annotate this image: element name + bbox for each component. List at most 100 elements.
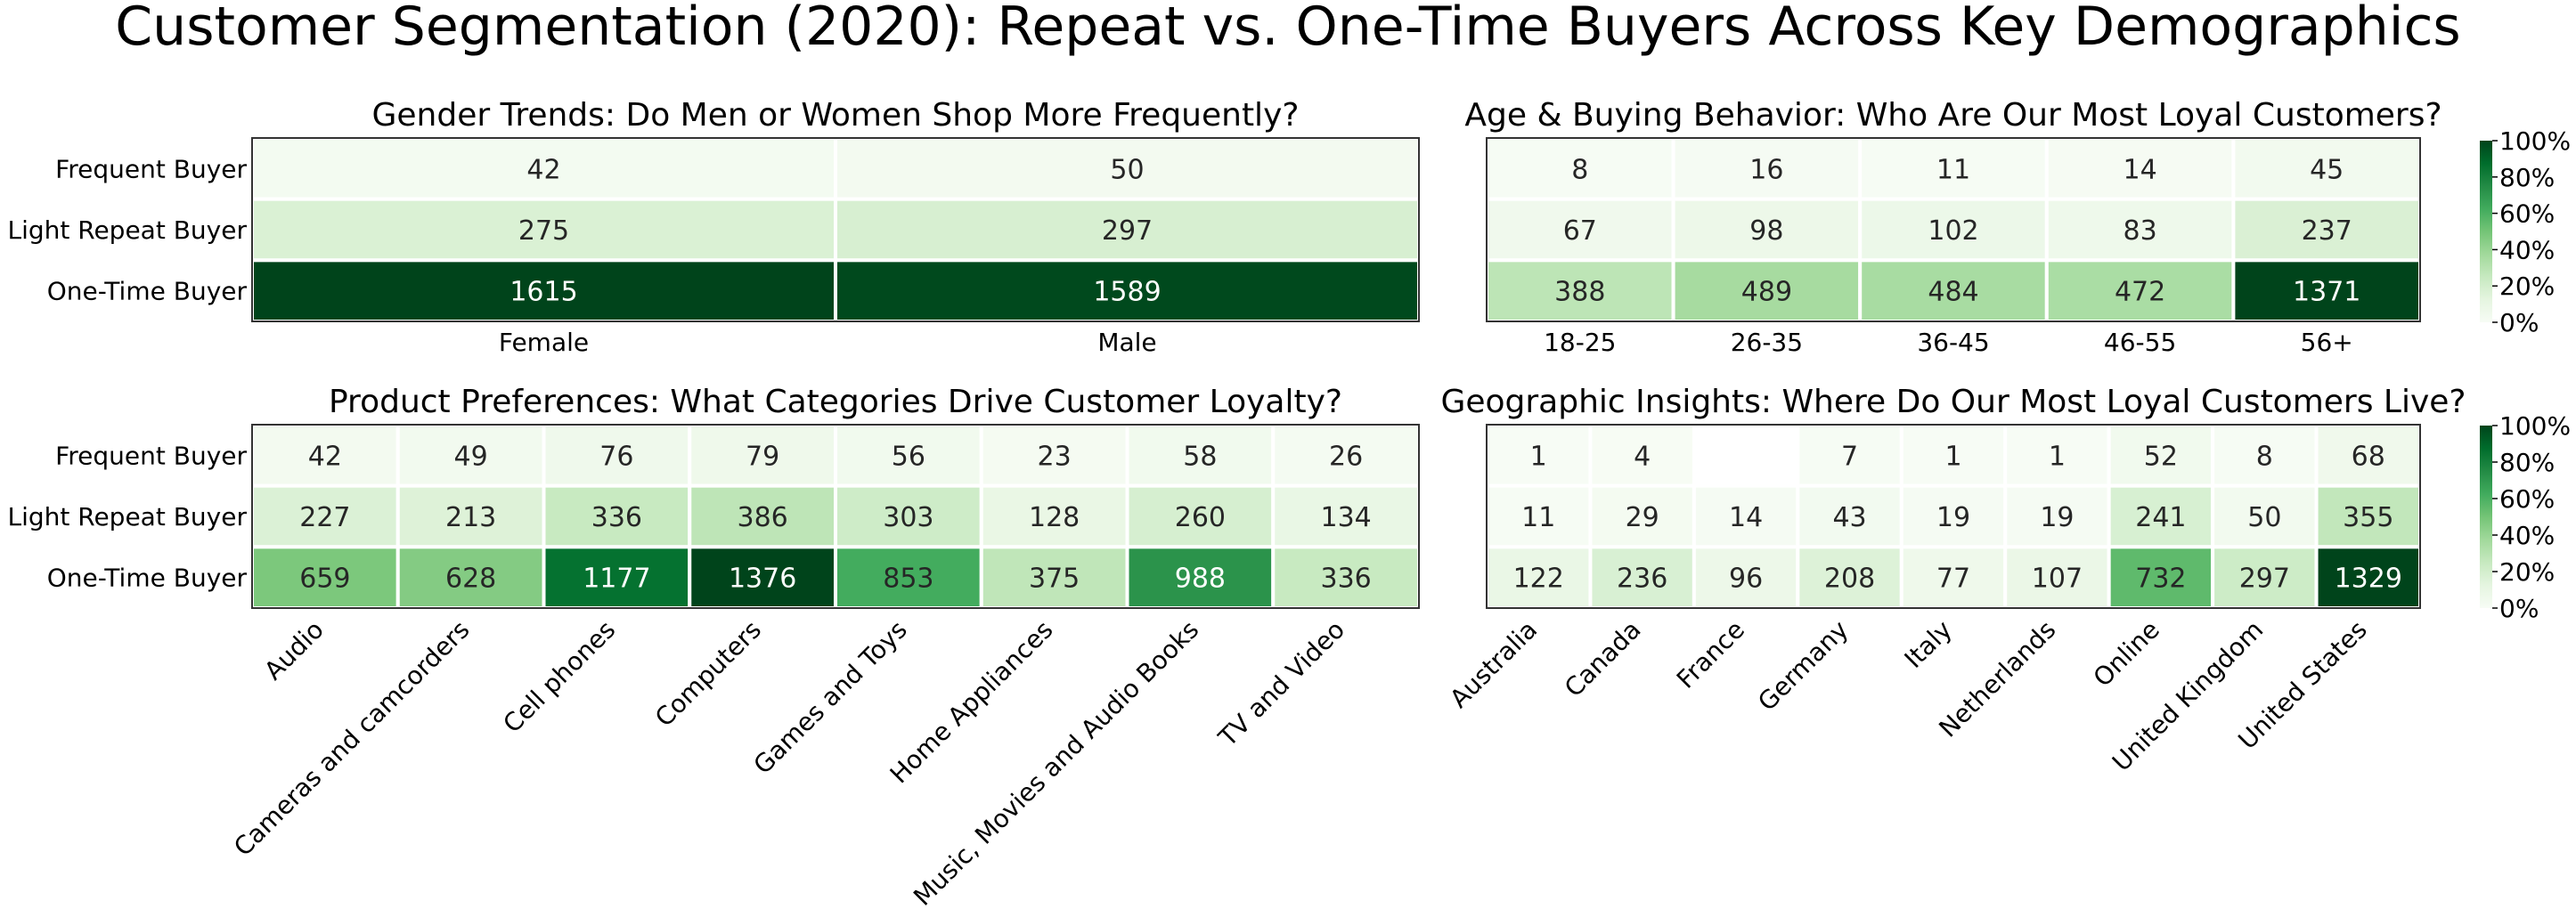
heatmap-cell: [2314, 423, 2423, 488]
cell-value-label: 128: [1029, 502, 1080, 533]
heatmap-cell: [2044, 258, 2236, 324]
row-label: Light Repeat Buyer: [7, 502, 247, 532]
heatmap-cell: [1692, 545, 1800, 610]
column-label: Cameras and camcorders: [228, 615, 475, 862]
column-label: Germany: [1752, 615, 1854, 717]
cell-value-label: 50: [2247, 502, 2281, 533]
heatmap-cell: [1588, 483, 1696, 549]
colorbar-tick-label: 0%: [2499, 594, 2539, 623]
column-label: Home Appliances: [884, 615, 1059, 790]
column-label: Female: [499, 328, 589, 357]
cell-value-label: 14: [1729, 502, 1763, 533]
row-label: Frequent Buyer: [55, 441, 247, 470]
panel-title: Gender Trends: Do Men or Women Shop More…: [372, 97, 1300, 134]
cell-value-label: 79: [746, 441, 779, 472]
cell-value-label: 49: [454, 441, 488, 472]
cell-value-label: 14: [2124, 154, 2157, 185]
heatmap-panel-1: Gender Trends: Do Men or Women Shop More…: [7, 97, 1421, 357]
colorbar-tick-label: 80%: [2499, 448, 2555, 477]
row-label: Frequent Buyer: [55, 154, 247, 183]
colorbar-tick-label: 40%: [2499, 235, 2555, 264]
cell-value-label: 375: [1029, 564, 1080, 595]
cell-value-label: 1376: [729, 564, 796, 595]
cell-value-label: 386: [737, 502, 787, 533]
heatmap-cell: [834, 258, 1421, 324]
colorbar: 0% 20% 40% 60% 80% 100%: [2480, 126, 2571, 337]
column-label: Male: [1097, 328, 1156, 357]
column-label: Audio: [258, 615, 330, 686]
heatmap-cell: [1485, 423, 1593, 488]
colorbar-tick-label: 60%: [2499, 199, 2555, 229]
heatmap-cell: [2231, 136, 2422, 201]
cell-value-label: 988: [1175, 564, 1226, 595]
cell-value-label: 45: [2310, 154, 2344, 185]
cell-value-label: 98: [1749, 215, 1783, 247]
panel-title: Product Preferences: What Categories Dri…: [329, 384, 1342, 420]
cell-value-label: 241: [2135, 502, 2186, 533]
cell-value-label: 26: [1329, 441, 1363, 472]
cell-value-label: 77: [1936, 564, 1970, 595]
row-label: One-Time Buyer: [47, 564, 248, 593]
cell-value-label: 134: [1320, 502, 1371, 533]
column-label: TV and Video: [1212, 615, 1350, 753]
heatmap-cell: [1485, 483, 1593, 549]
heatmap-cell: [1588, 545, 1696, 610]
colorbar-tick-label: 0%: [2499, 308, 2539, 337]
colorbar-tick-label: 20%: [2499, 272, 2555, 301]
cell-value-label: 67: [1563, 215, 1597, 247]
column-label: Games and Toys: [748, 615, 913, 780]
cell-value-label: 1: [1530, 441, 1547, 472]
panel-frame: [251, 137, 1420, 322]
heatmap-cell: [979, 545, 1129, 610]
column-label: 46-55: [2104, 328, 2176, 357]
heatmap-cell: [2211, 423, 2319, 488]
cell-value-label: 1615: [509, 277, 577, 308]
cell-value-label: 43: [1832, 502, 1866, 533]
cell-value-label: 11: [1936, 154, 1970, 185]
panel-frame: [251, 424, 1420, 609]
cell-value-label: 1177: [583, 564, 650, 595]
cell-value-label: 4: [1634, 441, 1651, 472]
column-label: Music, Movies and Audio Books: [908, 615, 1204, 912]
cell-value-label: 355: [2343, 502, 2393, 533]
cell-value-label: 208: [1824, 564, 1875, 595]
cell-value-label: 19: [1936, 502, 1970, 533]
panel-frame: [1486, 137, 2421, 322]
heatmap-panel-4: Geographic Insights: Where Do Our Most L…: [1440, 384, 2571, 777]
cell-value-label: 11: [1521, 502, 1555, 533]
column-label: 26-35: [1731, 328, 1803, 357]
colorbar-tick-label: 60%: [2499, 484, 2555, 514]
heatmap-cell: [2003, 483, 2111, 549]
column-label: Computers: [649, 615, 767, 733]
cell-value-label: 297: [2239, 564, 2290, 595]
cell-value-label: 16: [1749, 154, 1783, 185]
column-label: Online: [2088, 615, 2165, 693]
cell-value-label: 489: [1741, 277, 1792, 308]
cell-value-label: 23: [1038, 441, 1072, 472]
cell-value-label: 42: [526, 154, 560, 185]
colorbar-tick-label: 20%: [2499, 557, 2555, 587]
column-label: Australia: [1444, 615, 1543, 714]
heatmap-cell: [2107, 423, 2215, 488]
colorbar-tick-label: 100%: [2499, 126, 2571, 156]
cell-value-label: 19: [2040, 502, 2074, 533]
heatmap-cell: [834, 136, 1421, 201]
column-label: France: [1671, 615, 1750, 694]
heatmap-cell: [2314, 545, 2423, 610]
cell-value-label: 102: [1928, 215, 1978, 247]
heatmap-cell: [1899, 423, 2008, 488]
cell-value-label: 1371: [2293, 277, 2360, 308]
cell-value-label: 42: [308, 441, 342, 472]
column-label: 56+: [2301, 328, 2353, 357]
colorbar-tick-label: 40%: [2499, 521, 2555, 550]
cell-value-label: 83: [2124, 215, 2157, 247]
cell-value-label: 107: [2032, 564, 2083, 595]
cell-value-label: 1589: [1093, 277, 1161, 308]
cell-value-label: 336: [1320, 564, 1371, 595]
heatmap-cell: [979, 483, 1129, 549]
cell-value-label: 1: [2049, 441, 2066, 472]
heatmap-cell: [2314, 483, 2423, 549]
cell-value-label: 213: [445, 502, 496, 533]
cell-value-label: 303: [883, 502, 933, 533]
